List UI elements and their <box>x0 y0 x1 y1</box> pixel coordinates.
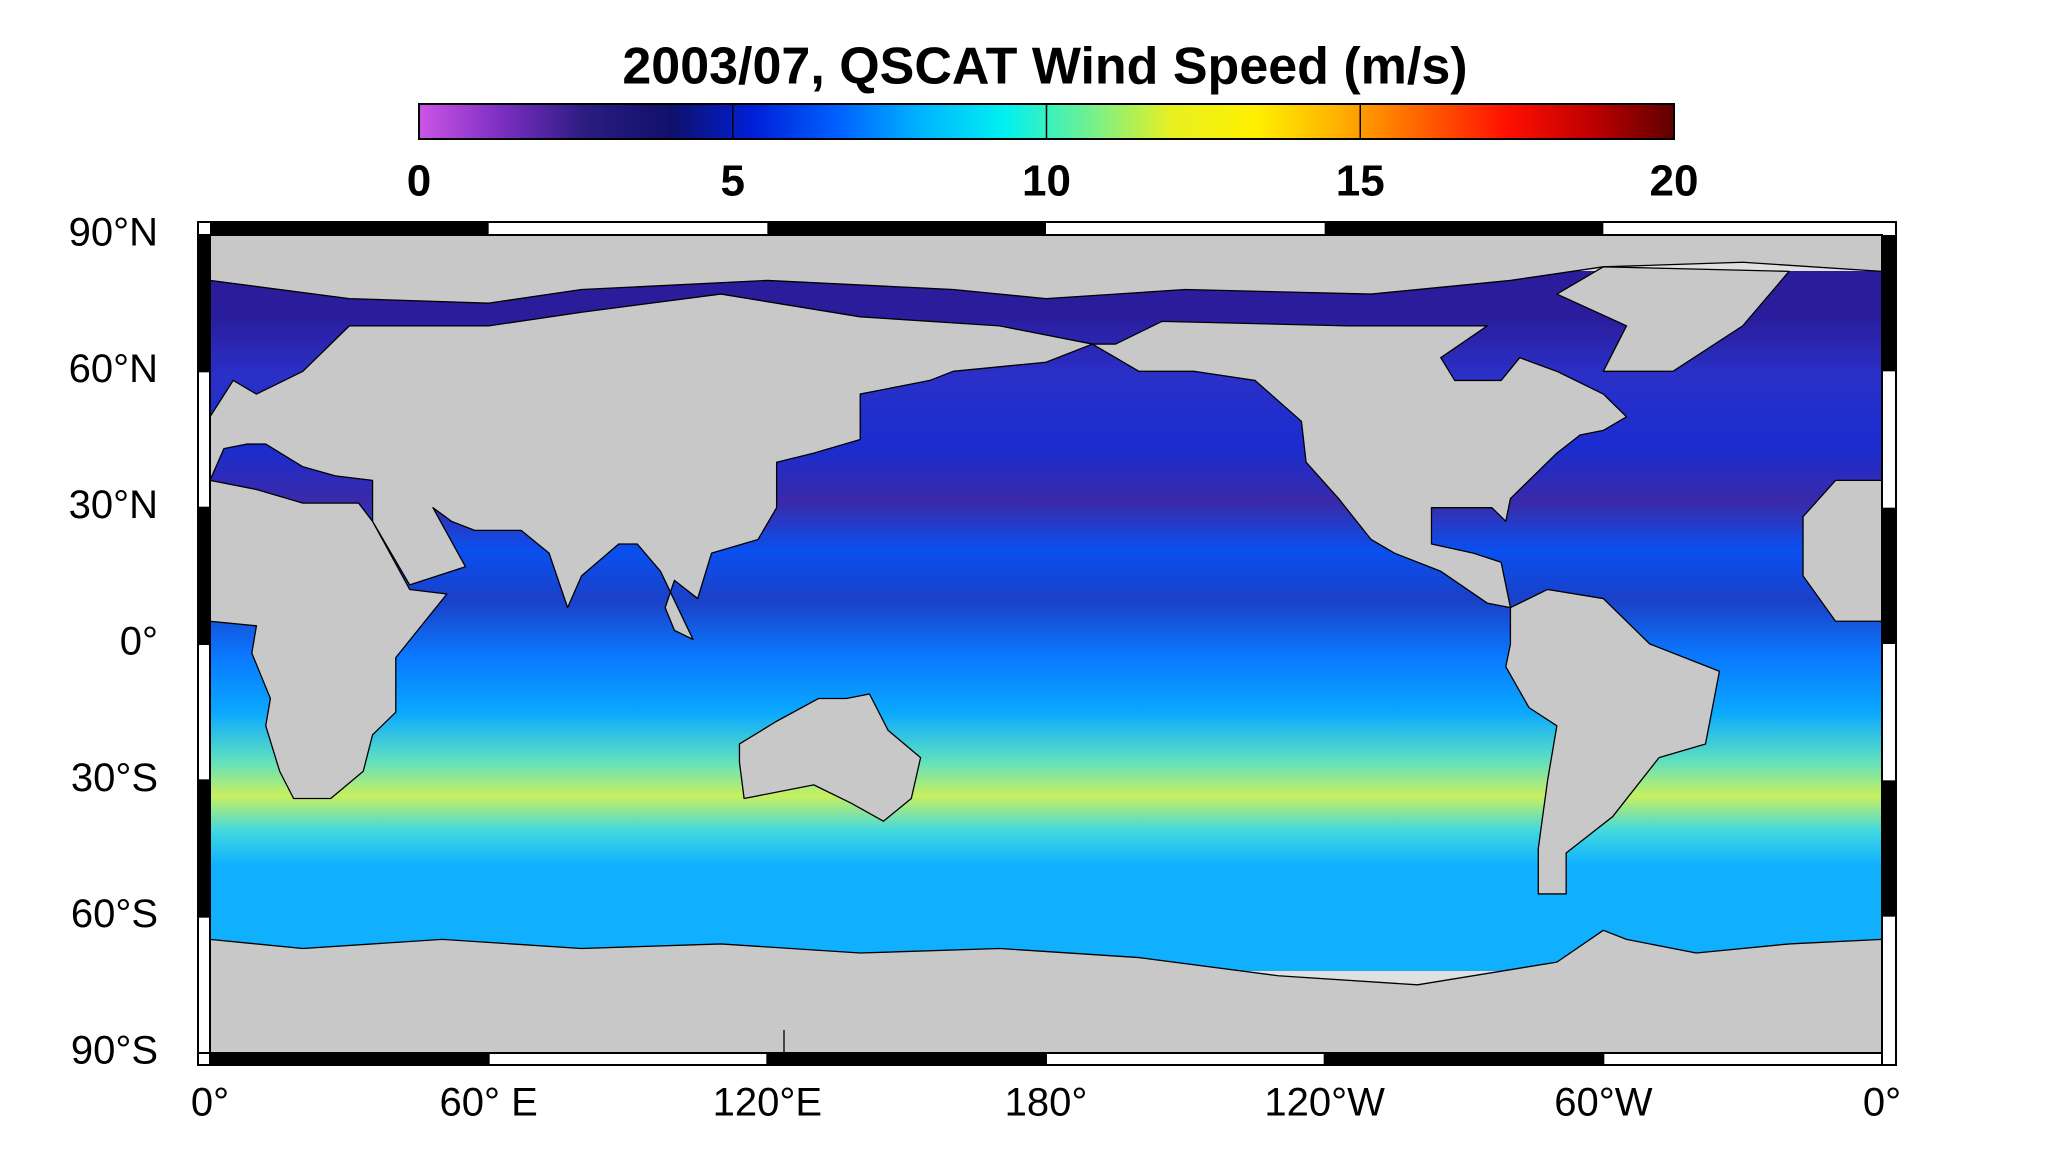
map-title: 2003/07, QSCAT Wind Speed (m/s) <box>622 38 1467 96</box>
y-tick-label: 30°N <box>69 483 158 527</box>
x-tick-label: 60° E <box>440 1081 538 1125</box>
antarctica <box>210 930 1882 1053</box>
frame-bar <box>1324 1053 1604 1065</box>
map <box>210 235 1882 1053</box>
y-tick-label: 30°S <box>71 756 158 800</box>
africa-east <box>210 480 447 798</box>
x-tick-label: 120°W <box>1264 1081 1385 1125</box>
colorbar-tick-label: 10 <box>1022 157 1071 206</box>
south-america <box>1506 589 1720 893</box>
arctic <box>210 235 1882 303</box>
y-tick-label: 60°N <box>69 347 158 391</box>
colorbar-tick-label: 5 <box>721 157 745 206</box>
y-tick-label: 0° <box>120 620 158 664</box>
axes: 0° 60° E 120°E 180° 120°W 60°W 0° 90°N 60°N 30°N 0… <box>69 211 1902 1125</box>
y-tick-label: 90°N <box>69 211 158 255</box>
frame-bar <box>1882 507 1896 644</box>
frame-bar <box>767 1053 1046 1065</box>
frame-bar <box>210 222 489 235</box>
frame-bar <box>210 1053 489 1065</box>
frame-bar <box>1324 222 1604 235</box>
x-tick-label: 180° <box>1005 1081 1088 1125</box>
land-masses <box>210 235 1882 1053</box>
x-tick-label: 0° <box>1863 1081 1901 1125</box>
x-tick-label: 60°W <box>1554 1081 1652 1125</box>
colorbar-tick-label: 20 <box>1650 157 1699 206</box>
frame-bar <box>198 507 210 644</box>
colorbar-tick-label: 0 <box>407 157 431 206</box>
frame-bar <box>1882 235 1896 372</box>
north-america <box>1092 321 1626 607</box>
frame-bar <box>198 235 210 372</box>
colorbar-tick-label: 15 <box>1336 157 1385 206</box>
y-tick-label: 90°S <box>71 1029 158 1073</box>
x-tick-label: 120°E <box>713 1081 822 1125</box>
frame-bar <box>1882 780 1896 917</box>
colorbar-ticks: 0 5 10 15 20 <box>407 104 1699 206</box>
frame-bar <box>198 780 210 917</box>
australia <box>739 694 920 821</box>
frame-bar <box>767 222 1046 235</box>
y-tick-label: 60°S <box>71 892 158 936</box>
eurasia <box>210 294 1092 639</box>
x-tick-label: 0° <box>191 1081 229 1125</box>
greenland <box>1557 267 1789 372</box>
